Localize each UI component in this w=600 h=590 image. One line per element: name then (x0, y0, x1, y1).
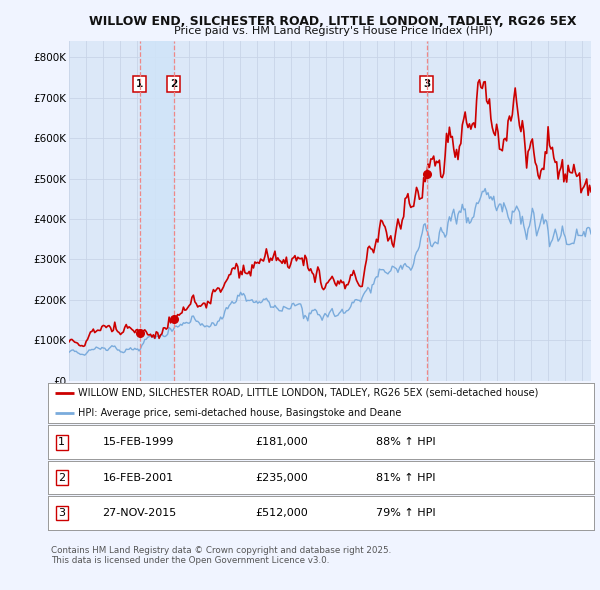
Text: WILLOW END, SILCHESTER ROAD, LITTLE LONDON, TADLEY, RG26 5EX: WILLOW END, SILCHESTER ROAD, LITTLE LOND… (89, 15, 577, 28)
Text: 1: 1 (58, 437, 65, 447)
Text: £235,000: £235,000 (256, 473, 308, 483)
Text: 79% ↑ HPI: 79% ↑ HPI (376, 508, 435, 518)
Text: 81% ↑ HPI: 81% ↑ HPI (376, 473, 435, 483)
Text: 88% ↑ HPI: 88% ↑ HPI (376, 437, 435, 447)
Text: This data is licensed under the Open Government Licence v3.0.: This data is licensed under the Open Gov… (51, 556, 329, 565)
Text: £181,000: £181,000 (256, 437, 308, 447)
Text: 3: 3 (423, 78, 430, 88)
Text: 2: 2 (58, 473, 65, 483)
Text: WILLOW END, SILCHESTER ROAD, LITTLE LONDON, TADLEY, RG26 5EX (semi-detached hous: WILLOW END, SILCHESTER ROAD, LITTLE LOND… (78, 388, 538, 398)
Text: Price paid vs. HM Land Registry's House Price Index (HPI): Price paid vs. HM Land Registry's House … (173, 26, 493, 36)
Text: 27-NOV-2015: 27-NOV-2015 (103, 508, 177, 518)
Text: 3: 3 (58, 508, 65, 518)
Bar (140, 41, 174, 381)
Text: £512,000: £512,000 (256, 508, 308, 518)
Text: Contains HM Land Registry data © Crown copyright and database right 2025.: Contains HM Land Registry data © Crown c… (51, 546, 391, 555)
Text: HPI: Average price, semi-detached house, Basingstoke and Deane: HPI: Average price, semi-detached house,… (78, 408, 401, 418)
Text: 15-FEB-1999: 15-FEB-1999 (103, 437, 174, 447)
Text: 16-FEB-2001: 16-FEB-2001 (103, 473, 174, 483)
Text: 2: 2 (170, 78, 178, 88)
Text: 1: 1 (136, 78, 143, 88)
